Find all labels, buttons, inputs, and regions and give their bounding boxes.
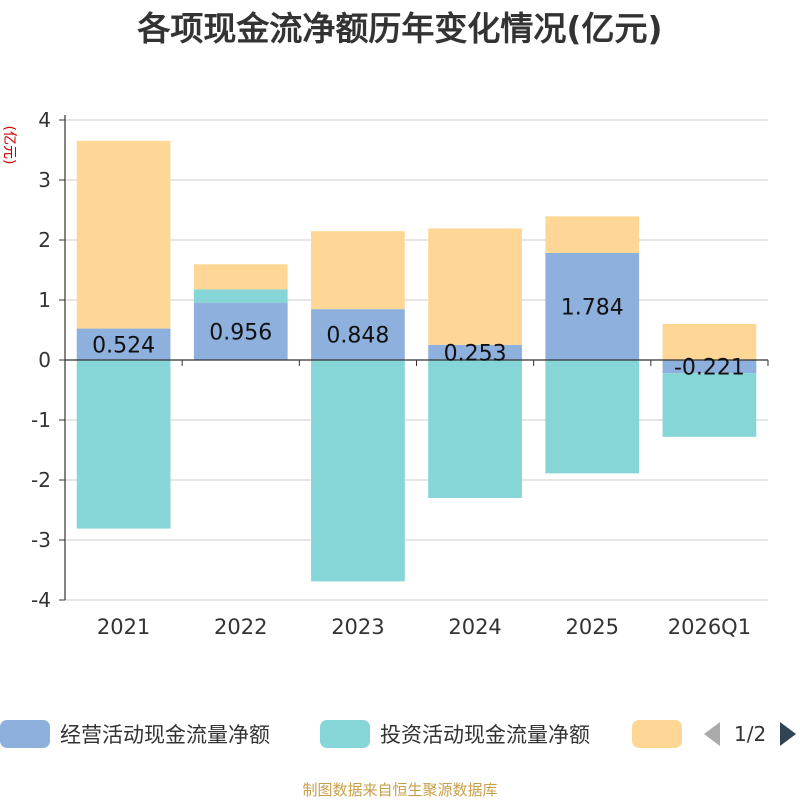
y-tick-label: -4 [31, 588, 51, 612]
data-label: 0.848 [326, 324, 389, 349]
bar-series-0-2021 [76, 328, 171, 360]
y-tick-label: 2 [38, 228, 51, 252]
y-tick-label: 0 [38, 348, 51, 372]
bar-series-2-2022 [193, 264, 288, 290]
y-axis-label: (亿元) [1, 126, 17, 165]
x-tick-label: 2026Q1 [668, 615, 751, 639]
data-label: -0.221 [674, 356, 745, 381]
bar-series-1-2021 [76, 360, 171, 529]
pager-prev-icon[interactable] [702, 720, 722, 748]
pager-next-icon[interactable] [778, 720, 798, 748]
y-tick-label: -2 [31, 468, 51, 492]
legend-swatch [0, 720, 50, 748]
bar-series-2-2023 [311, 231, 405, 310]
bar-series-2-2026Q1 [662, 324, 757, 360]
axes: 4 3 2 1 0 -1 -2 -3 -4 2021 2022 2023 2024 2025 2026Q1 [31, 108, 769, 639]
chart-title: 各项现金流净额历年变化情况(亿元) [137, 9, 663, 48]
x-tick-label: 2024 [448, 615, 501, 639]
x-tick-label: 2025 [566, 615, 619, 639]
legend-page-indicator: 1/2 [734, 722, 767, 746]
y-tick-label: 1 [38, 288, 51, 312]
bar-series-0-2023 [311, 309, 405, 360]
bar-series-0-2024 [428, 344, 522, 360]
y-tick-label: 3 [38, 168, 51, 192]
data-label: 0.253 [444, 341, 507, 366]
data-labels: 0.524 0.956 0.848 0.253 1.784 -0.221 [92, 295, 745, 380]
legend-item-investing[interactable]: 投资活动现金流量净额 [320, 714, 590, 754]
data-label: 0.524 [92, 333, 155, 358]
y-tick-label: 4 [38, 108, 51, 132]
bar-series-1-2023 [311, 360, 405, 582]
bar-series-2-2024 [428, 228, 522, 345]
bar-series-1-2024 [428, 360, 522, 498]
bar-series-1-2026Q1 [662, 373, 757, 437]
legend-swatch [320, 720, 370, 748]
bar-series-0-2025 [545, 252, 640, 360]
bar-series-1-2022 [193, 289, 288, 303]
legend-swatch [632, 720, 682, 748]
legend-label: 投资活动现金流量净额 [380, 723, 590, 747]
legend-pager: 1/2 [702, 714, 798, 754]
bar-series-1-2025 [545, 360, 640, 474]
data-source-note: 制图数据来自恒生聚源数据库 [302, 781, 498, 799]
grid-lines [65, 119, 768, 601]
legend-item-financing[interactable] [632, 714, 692, 754]
x-tick-label: 2022 [214, 615, 267, 639]
x-tick-label: 2023 [331, 615, 384, 639]
bar-series-2-2025 [545, 216, 640, 253]
x-tick-label: 2021 [97, 615, 150, 639]
data-label: 0.956 [209, 320, 272, 345]
y-tick-label: -3 [31, 528, 51, 552]
data-label: 1.784 [561, 295, 624, 320]
y-tick-label: -1 [31, 408, 51, 432]
bars [76, 140, 757, 582]
legend-item-operating[interactable]: 经营活动现金流量净额 [0, 714, 270, 754]
bar-series-0-2026Q1 [662, 360, 757, 374]
legend: 经营活动现金流量净额 投资活动现金流量净额 1/2 [0, 714, 800, 754]
bar-series-0-2022 [193, 302, 288, 360]
bar-series-2-2021 [76, 140, 171, 329]
legend-label: 经营活动现金流量净额 [60, 723, 270, 747]
